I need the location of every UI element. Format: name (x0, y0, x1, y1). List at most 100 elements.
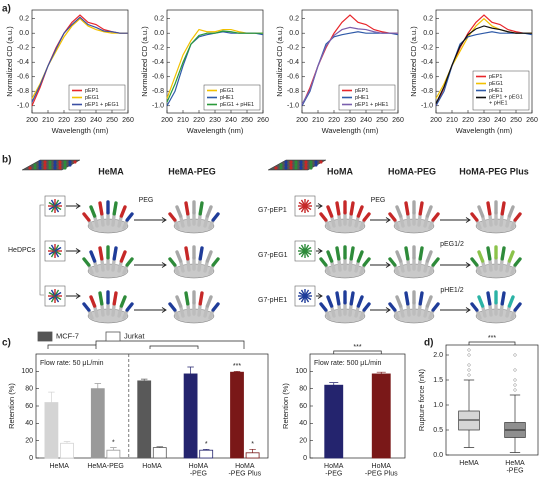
x-tick-label: 200 (430, 117, 442, 124)
surface-dot (284, 160, 288, 164)
y-tick-label: 60 (299, 403, 307, 410)
surface-dot (43, 160, 47, 164)
legend-swatch (37, 331, 53, 342)
x-tick-label: HeMA-PEG (87, 463, 124, 470)
text-line: -PEG (190, 471, 207, 478)
cd-line (435, 25, 532, 104)
bar (106, 449, 121, 459)
arrow (440, 307, 471, 313)
arrow (370, 307, 391, 313)
arrow (316, 293, 323, 299)
x-tick-label: 200 (296, 117, 308, 124)
molecule-cluster (388, 245, 440, 279)
y-tick-label: -0.4 (17, 59, 29, 66)
legend-label: pHE1 (355, 95, 369, 101)
y-tick-label: -0.6 (152, 74, 164, 81)
surface-dot (43, 166, 47, 170)
panel-label: c) (2, 338, 11, 349)
surface-dot (304, 160, 308, 164)
arm (348, 212, 353, 227)
arm-tip (184, 201, 190, 216)
arm (186, 302, 191, 317)
x-tick-label: 220 (193, 117, 205, 124)
arm (417, 212, 422, 227)
x-tick-label: 250 (241, 117, 253, 124)
molecule-cluster (168, 290, 220, 324)
outlier (467, 348, 471, 352)
step-label: PEG (139, 197, 154, 204)
arrow (440, 217, 471, 223)
arm (406, 212, 411, 227)
x-tick-label: HoMA -PEG Plus (228, 463, 261, 478)
x-axis-label: Wavelength (nm) (187, 126, 244, 135)
arm-tip (119, 250, 127, 263)
surface-dot (294, 166, 298, 170)
arm-tip (211, 302, 220, 312)
cell-arm (304, 246, 312, 252)
bar (183, 373, 198, 459)
arm-tip (356, 205, 364, 218)
x-tick-label: 230 (344, 117, 356, 124)
arm-tip (513, 257, 522, 267)
arm-tip (89, 205, 97, 218)
error-bar (156, 446, 164, 448)
arm-tip (326, 205, 334, 218)
arm-tip (356, 295, 364, 308)
arrow (316, 248, 323, 254)
diagram-title: HoMA (327, 166, 353, 176)
surface-dot (284, 163, 288, 167)
molecule-cluster (319, 245, 371, 279)
arm-tip (500, 201, 506, 216)
arm (417, 302, 422, 317)
surface-dot (48, 160, 52, 164)
y-tick-label: 0.2 (19, 16, 29, 23)
surface-dot (58, 166, 62, 170)
x-tick-label: 250 (510, 117, 522, 124)
surface-dot (319, 160, 323, 164)
legend-label: pEP1 (489, 74, 502, 80)
diagram-title: HeMA-PEG (168, 166, 216, 176)
y-tick-label: 0 (29, 455, 33, 462)
arm (406, 257, 411, 272)
arm-tip (431, 257, 440, 267)
arm-tip (418, 291, 424, 306)
outlier (467, 373, 471, 377)
y-axis-label: Rupture force (nN) (417, 368, 426, 431)
bracket (333, 350, 382, 354)
arm-tip (125, 257, 134, 267)
surface-dot (58, 160, 62, 164)
surface-dot (299, 163, 303, 167)
cell-label: HeDPCs (8, 247, 36, 254)
arm (117, 214, 124, 228)
legend-label: pEG1 + pHE1 (220, 102, 254, 108)
outlier (513, 368, 517, 372)
arm (329, 214, 336, 228)
arm (480, 304, 487, 318)
y-tick-label: 20 (25, 438, 33, 445)
arm-tip (112, 246, 118, 261)
panel-label: a) (2, 4, 11, 15)
outlier (467, 353, 471, 357)
arm-tip (388, 212, 397, 222)
arrow (134, 217, 167, 223)
text-line: HoMA (189, 463, 209, 470)
error-bar (187, 366, 194, 374)
surface-dot (73, 160, 77, 164)
x-axis-label: Wavelength (nm) (52, 126, 109, 135)
arm-tip (335, 291, 341, 306)
surface-dot (28, 166, 32, 170)
arm-tip (418, 246, 424, 261)
arm (92, 214, 99, 228)
surface-dot (289, 163, 293, 167)
row-label: G7-pHE1 (258, 297, 287, 304)
y-tick-label: 0.0 (154, 30, 164, 37)
bar (44, 402, 59, 459)
y-tick-label: 40 (299, 420, 307, 427)
surface-dot (309, 166, 313, 170)
surface-dot (38, 163, 42, 167)
y-tick-label: 2.0 (433, 352, 443, 359)
bar (137, 380, 152, 459)
y-tick-label: -0.4 (287, 59, 299, 66)
